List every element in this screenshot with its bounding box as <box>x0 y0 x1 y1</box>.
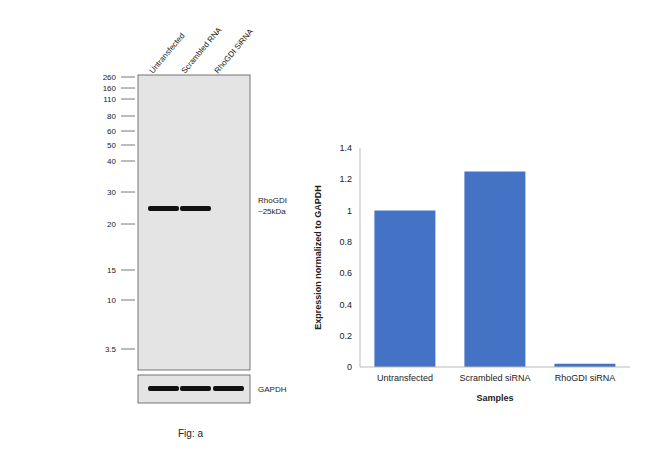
svg-text:160: 160 <box>103 84 117 93</box>
svg-text:Untransfected: Untransfected <box>147 31 187 76</box>
svg-text:80: 80 <box>107 112 116 121</box>
svg-text:GAPDH: GAPDH <box>258 385 287 394</box>
svg-text:1.4: 1.4 <box>339 143 352 153</box>
svg-text:10: 10 <box>107 296 116 305</box>
svg-text:RhoGDI SiRNA: RhoGDI SiRNA <box>213 27 256 76</box>
svg-text:Scrambled RNA: Scrambled RNA <box>179 25 224 76</box>
svg-text:30: 30 <box>107 188 116 197</box>
svg-text:50: 50 <box>107 141 116 150</box>
svg-text:RhoGDI: RhoGDI <box>258 196 287 205</box>
svg-text:40: 40 <box>107 157 116 166</box>
svg-text:110: 110 <box>103 95 116 104</box>
svg-text:Expression normalized to GAPDH: Expression normalized to GAPDH <box>313 185 323 330</box>
svg-text:0.8: 0.8 <box>339 237 352 247</box>
svg-text:20: 20 <box>107 220 116 229</box>
svg-text:Samples: Samples <box>476 393 513 403</box>
svg-text:1.2: 1.2 <box>339 174 352 184</box>
svg-text:15: 15 <box>107 266 116 275</box>
svg-text:Fig: a: Fig: a <box>178 428 203 439</box>
svg-text:Untransfected: Untransfected <box>377 373 433 383</box>
svg-text:60: 60 <box>107 127 116 136</box>
svg-text:3.5: 3.5 <box>105 345 117 354</box>
svg-text:0: 0 <box>347 362 352 372</box>
svg-text:1: 1 <box>347 206 352 216</box>
svg-text:Scrambled siRNA: Scrambled siRNA <box>459 373 530 383</box>
svg-text:0.4: 0.4 <box>339 300 352 310</box>
svg-text:RhoGDI siRNA: RhoGDI siRNA <box>555 373 616 383</box>
svg-text:~25kDa: ~25kDa <box>258 207 286 216</box>
svg-text:0.2: 0.2 <box>339 331 352 341</box>
svg-text:0.6: 0.6 <box>339 268 352 278</box>
svg-text:260: 260 <box>103 73 117 82</box>
